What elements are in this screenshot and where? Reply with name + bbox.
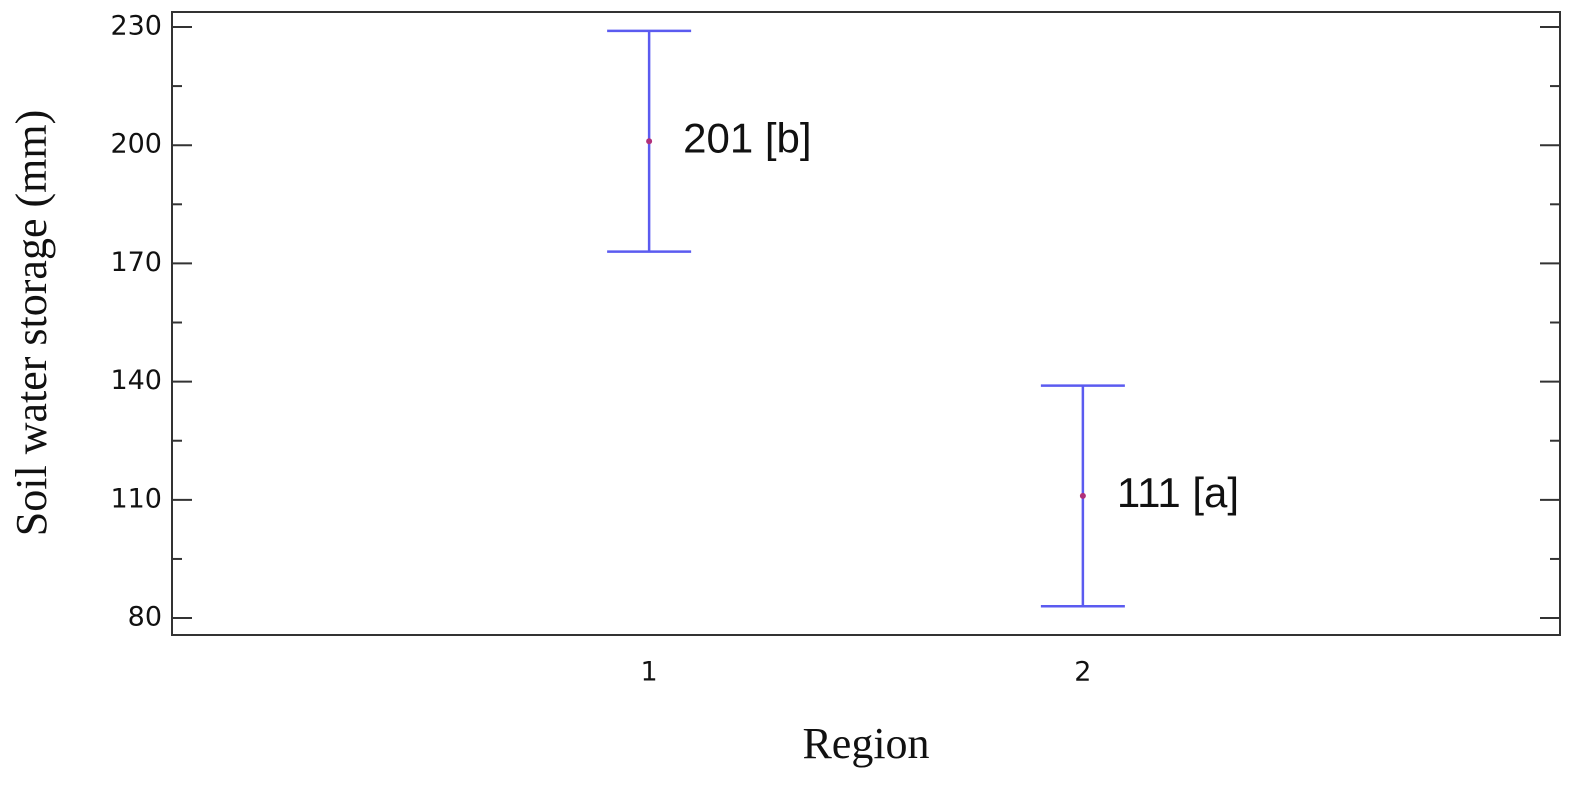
- value-label: 111 [a]: [1117, 469, 1239, 516]
- x-tick-label: 2: [1074, 657, 1091, 688]
- x-axis-title: Region: [802, 719, 929, 768]
- value-label: 201 [b]: [683, 114, 811, 161]
- mean-point: [646, 138, 653, 145]
- x-tick-label: 1: [641, 657, 658, 688]
- mean-point: [1079, 492, 1086, 499]
- y-tick-label: 200: [110, 129, 162, 160]
- y-tick-label: 170: [110, 247, 162, 278]
- y-tick-label: 230: [110, 10, 162, 41]
- plot-frame: [171, 11, 1561, 636]
- y-tick-label: 110: [110, 483, 162, 514]
- y-tick-label: 80: [128, 602, 162, 633]
- y-tick-label: 140: [110, 365, 162, 396]
- y-axis-title: Soil water storage (mm): [7, 110, 56, 536]
